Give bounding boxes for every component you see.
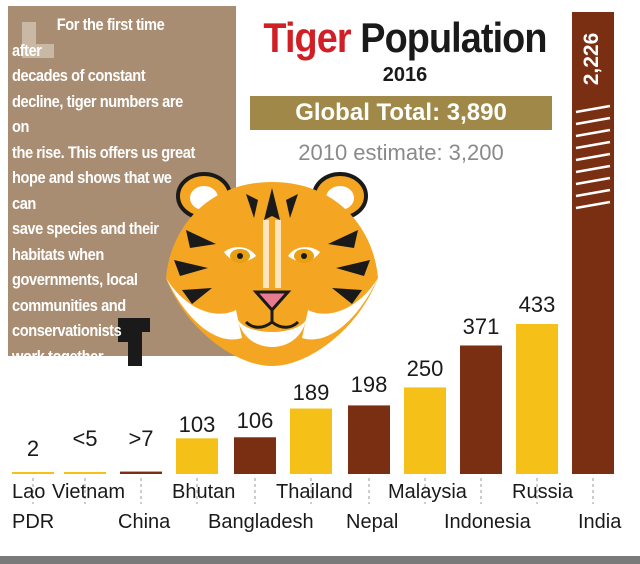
axis-break-mark (575, 176, 611, 186)
value-label-lao-pdr: 2 (27, 436, 39, 461)
value-label-bangladesh: 106 (237, 408, 274, 433)
value-label-thailand: 189 (293, 380, 330, 405)
quote-body: decades of constant decline, tiger numbe… (12, 66, 195, 366)
quote-first-line: For the first time after (12, 15, 165, 60)
category-label-bhutan: Bhutan (172, 481, 235, 503)
value-label-malaysia: 250 (407, 356, 444, 381)
value-label-nepal: 198 (351, 372, 388, 397)
axis-break-mark (575, 116, 611, 126)
category-label-china: China (118, 511, 171, 533)
axis-break-mark (575, 188, 611, 198)
quote-text: For the first time after decades of const… (12, 12, 196, 369)
bar-lao-pdr (12, 472, 54, 474)
value-label-bhutan: 103 (179, 412, 216, 437)
bar-russia (516, 324, 558, 474)
bar-india (572, 12, 614, 474)
category-label-indonesia: Indonesia (444, 511, 532, 533)
axis-break-mark (575, 152, 611, 162)
axis-break-mark (575, 140, 611, 150)
open-quote-icon (22, 22, 54, 58)
title-tiger: Tiger (263, 14, 351, 61)
category-label-vietnam: Vietnam (52, 481, 125, 503)
bar-malaysia (404, 387, 446, 474)
axis-break-mark (575, 164, 611, 174)
category-label-lao-pdr: PDR (12, 511, 54, 533)
axis-break-mark (575, 128, 611, 138)
category-label-nepal: Nepal (346, 511, 398, 533)
bar-indonesia (460, 345, 502, 474)
close-quote-icon (118, 318, 150, 366)
global-total-banner: Global Total: 3,890 (250, 96, 552, 130)
axis-break-mark (575, 200, 611, 210)
bar-vietnam (64, 472, 106, 474)
category-label-thailand: Thailand (276, 481, 353, 503)
category-label-india: India (578, 511, 622, 533)
category-label-malaysia: Malaysia (388, 481, 468, 503)
tiger-face-icon (166, 172, 378, 366)
value-label-russia: 433 (519, 292, 556, 317)
value-label-india-text: 2,226 (580, 32, 603, 86)
estimate-2010: 2010 estimate: 3,200 (298, 140, 504, 165)
value-label-indonesia: 371 (463, 314, 500, 339)
value-label-vietnam: <5 (72, 426, 97, 451)
axis-break-mark (575, 104, 611, 114)
chart-title: Tiger Population (260, 14, 550, 62)
bottom-rule (0, 556, 640, 564)
value-label-india: 2,226 (572, 14, 612, 104)
bar-bangladesh (234, 437, 276, 474)
bar-nepal (348, 405, 390, 474)
bar-bhutan (176, 438, 218, 474)
bar-thailand (290, 408, 332, 474)
title-population: Population (360, 14, 547, 61)
bar-china (120, 471, 162, 474)
value-label-china: >7 (128, 426, 153, 451)
category-label-russia: Russia (512, 481, 574, 503)
category-label-lao-pdr: Lao (12, 481, 45, 503)
category-label-bangladesh: Bangladesh (208, 511, 314, 533)
chart-year: 2016 (382, 64, 428, 86)
